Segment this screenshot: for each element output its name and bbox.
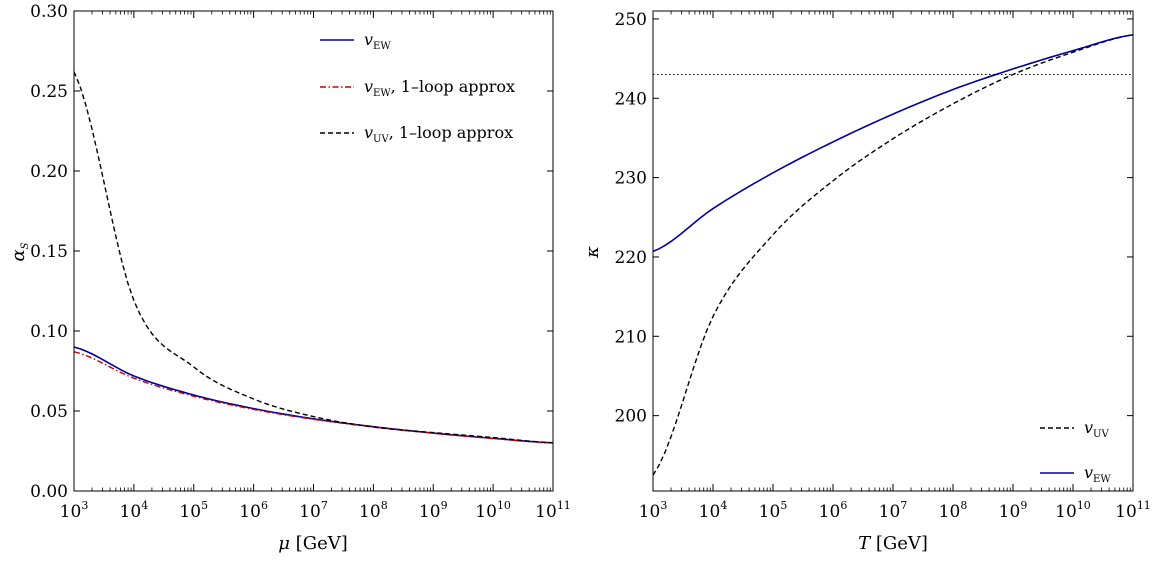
x-tick-label: 108	[359, 499, 388, 522]
legend-label: vEW, 1–loop approx	[364, 77, 515, 99]
right-chart-panel: 200 210 220 230 240 250 103 104 105 106 107 108 109 1…	[582, 10, 1151, 554]
series-line-0	[74, 346, 553, 444]
y-tick-label: 240	[615, 89, 647, 109]
series-line-0	[653, 34, 1133, 476]
plot-frame	[652, 10, 1134, 492]
x-tick-label: 104	[699, 499, 728, 522]
x-tick-label: 106	[819, 499, 848, 522]
y-tick-label: 250	[615, 10, 647, 30]
x-tick-label: 105	[179, 499, 208, 522]
x-tick-label: 1011	[535, 499, 571, 522]
y-tick-label: 0.05	[30, 402, 68, 422]
x-tick-label: 107	[879, 499, 908, 522]
series-line-2	[74, 71, 553, 444]
left-chart-panel: 0.00 0.05 0.10 0.15 0.20 0.25 0.30 103 104 105 106…	[8, 2, 571, 554]
x-tick-label: 103	[60, 499, 89, 522]
y-axis-label: κ	[582, 246, 603, 259]
x-tick-label: 109	[999, 499, 1028, 522]
y-tick-label: 200	[615, 407, 647, 427]
x-tick-label: 107	[299, 499, 328, 522]
y-tick-label: 210	[615, 327, 647, 347]
series-line-1	[74, 351, 553, 444]
legend-item: vUV	[1040, 418, 1109, 440]
x-tick-label: 1010	[475, 499, 511, 522]
legend-item: vEW	[320, 30, 391, 52]
legend: vUV vEW	[1040, 418, 1111, 485]
legend-label: vUV, 1–loop approx	[364, 123, 513, 145]
legend-label: vEW	[1084, 463, 1111, 485]
y-tick-label: 0.25	[30, 82, 68, 102]
legend-label: vEW	[364, 30, 391, 52]
x-tick-label: 1010	[1055, 499, 1091, 522]
y-axis-label: αS	[8, 242, 31, 261]
y-tick-label: 230	[615, 169, 647, 189]
x-tick-label: 106	[239, 499, 268, 522]
legend-item: vEW	[1040, 463, 1111, 485]
y-tick-label: 220	[615, 248, 647, 268]
x-axis-label: T [GeV]	[858, 533, 928, 554]
legend-item: vUV, 1–loop approx	[320, 123, 513, 145]
x-tick-label: 108	[939, 499, 968, 522]
y-tick-label: 0.20	[30, 162, 68, 182]
y-tick-label: 0.15	[30, 242, 68, 262]
legend: vEW vEW, 1–loop approx vUV, 1–loop approx	[320, 30, 515, 145]
x-tick-label: 104	[120, 499, 149, 522]
y-tick-label: 0.30	[30, 2, 68, 22]
x-tick-label: 1011	[1115, 499, 1151, 522]
x-tick-label: 103	[639, 499, 668, 522]
legend-label: vUV	[1084, 418, 1109, 440]
x-tick-label: 105	[759, 499, 788, 522]
x-tick-label: 109	[419, 499, 448, 522]
series-line-1	[653, 34, 1133, 253]
x-axis-label: μ [GeV]	[278, 533, 348, 554]
legend-item: vEW, 1–loop approx	[320, 77, 515, 99]
y-tick-label: 0.00	[30, 482, 68, 502]
y-tick-label: 0.10	[30, 322, 68, 342]
